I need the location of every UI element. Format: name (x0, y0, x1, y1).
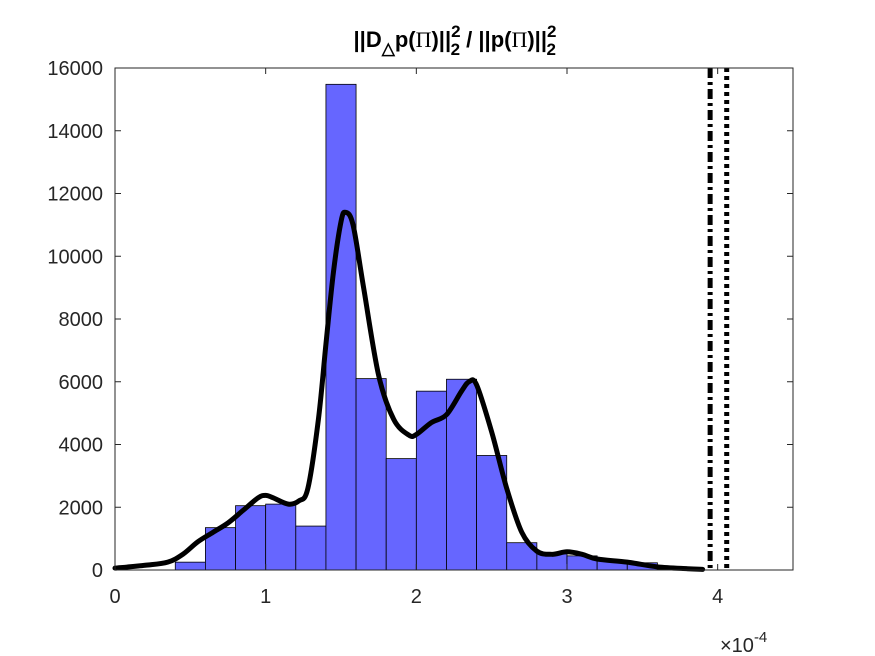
x-tick-label-4: 4 (712, 586, 723, 608)
y-tick-label-0: 0 (92, 560, 103, 582)
y-tick-label-5: 10000 (47, 246, 103, 268)
histogram-bars (174, 83, 688, 571)
y-tick-label-6: 12000 (47, 184, 103, 206)
density-curve (112, 209, 706, 572)
histogram-bar-3 (265, 503, 297, 571)
density-curve-group (112, 209, 706, 572)
x-tick-label-1: 1 (260, 586, 271, 608)
x-tick-label-0: 0 (109, 586, 120, 608)
reference-lines (707, 68, 730, 570)
y-tick-label-1: 2000 (59, 497, 104, 519)
x-axis-exponent: ×10-4 (720, 629, 767, 656)
histogram-bar-5 (325, 83, 357, 571)
x-tick-label-3: 3 (561, 586, 572, 608)
histogram-bar-0 (174, 561, 206, 571)
histogram-bar-7 (385, 458, 417, 571)
y-axis-ticks: 0 2000 4000 6000 8000 10000 12000 14000 16000 (47, 58, 793, 582)
y-tick-label-3: 6000 (59, 372, 104, 394)
histogram-bar-6 (355, 378, 387, 571)
y-tick-label-7: 14000 (47, 121, 103, 143)
y-tick-label-2: 4000 (59, 435, 104, 457)
y-tick-label-4: 8000 (59, 309, 104, 331)
x-axis-ticks: 0 1 2 3 4 (109, 68, 723, 608)
histogram-bar-2 (235, 505, 267, 571)
y-tick-label-8: 16000 (47, 58, 103, 80)
chart-title: ||D△p(Π)||2 2 / ||p(Π)||2 2 (354, 22, 557, 59)
histogram-bar-4 (295, 525, 327, 571)
x-tick-label-2: 2 (411, 586, 422, 608)
